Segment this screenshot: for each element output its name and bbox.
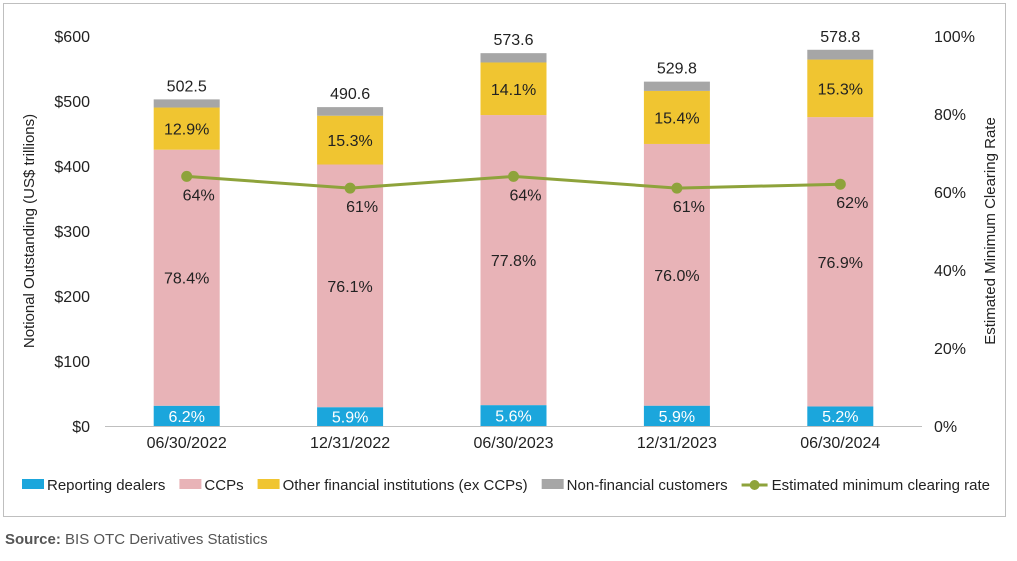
bar-segment-non-financial-customers [807,49,874,60]
bar-segment-ccps [807,117,874,407]
bar-total-label: 529.8 [657,61,697,78]
legend-swatch [179,479,202,489]
bar-segment-label: 76.0% [654,268,699,285]
bar-segment-label: 6.2% [168,409,204,426]
y-tick-label: $100 [54,354,90,371]
bar-segment-reporting-dealers [643,405,710,426]
legend-label: Reporting dealers [47,477,165,494]
bar-segment-reporting-dealers [317,407,384,426]
x-tick-label: 06/30/2024 [800,435,880,452]
y2-tick-label: 40% [934,263,966,280]
bar-segment-label: 12.9% [164,122,209,139]
legend-line-marker [749,480,760,490]
bar-total-label: 490.6 [330,86,370,103]
source-text: BIS OTC Derivatives Statistics [60,531,268,548]
legend-swatch [22,479,44,489]
bar-segment-label: 5.9% [659,409,695,426]
bar-segment-label: 15.4% [654,110,699,127]
x-tick-label: 06/30/2022 [147,435,227,452]
bar-segment-reporting-dealers [480,405,547,426]
bar-segment-label: 5.9% [332,410,368,427]
bar-segment-label: 15.3% [818,81,863,98]
y-tick-label: $300 [54,224,90,241]
bar-segment-ccps [317,164,384,408]
y2-tick-label: 20% [934,341,966,358]
bar-segment-other-financial-institutions-ex-ccps- [317,115,384,165]
clearing-rate-label: 61% [673,199,705,216]
y-tick-label: $500 [54,94,90,111]
clearing-rate-point [834,178,846,190]
y-tick-label: $400 [54,159,90,176]
bar-segment-non-financial-customers [317,107,384,116]
clearing-rate-label: 62% [836,195,868,212]
bar-total-label: 578.8 [820,29,860,46]
clearing-rate-point [671,182,683,194]
y-tick-label: $200 [54,289,90,306]
legend-label: Other financial institutions (ex CCPs) [283,477,528,494]
bar-total-label: 573.6 [493,32,533,49]
legend-label: CCPs [204,477,243,494]
y-tick-label: $600 [54,29,90,46]
clearing-rate-label: 64% [183,187,215,204]
bar-segment-non-financial-customers [153,99,220,108]
bar-segment-other-financial-institutions-ex-ccps- [480,62,547,116]
bar-segment-label: 78.4% [164,271,209,288]
bar-segment-other-financial-institutions-ex-ccps- [807,59,874,118]
y2-tick-label: 80% [934,107,966,124]
y-tick-label: $0 [72,419,90,436]
bar-segment-other-financial-institutions-ex-ccps- [153,107,220,150]
bar-segment-label: 76.9% [818,255,863,272]
bar-segment-ccps [480,115,547,406]
bar-segment-label: 5.2% [822,409,858,426]
clearing-rate-label: 64% [509,187,541,204]
bar-segment-non-financial-customers [643,81,710,91]
bar-segment-label: 5.6% [495,409,531,426]
legend-swatch [257,479,280,489]
x-tick-label: 12/31/2022 [310,435,390,452]
x-tick-label: 06/30/2023 [473,435,553,452]
source-label: Source: [5,531,61,548]
bar-segment-other-financial-institutions-ex-ccps- [643,90,710,144]
y-axis-title: Notional Outstanding (US$ trillions) [21,114,38,348]
y2-tick-label: 100% [934,29,975,46]
legend-label: Non-financial customers [567,477,728,494]
legend-swatch [541,479,564,489]
bar-segment-label: 77.8% [491,253,536,270]
legend-label: Estimated minimum clearing rate [772,477,990,494]
bar-segment-label: 76.1% [327,279,372,296]
bar-segment-label: 15.3% [327,133,372,150]
y2-tick-label: 60% [934,185,966,202]
bar-segment-non-financial-customers [480,53,547,63]
clearing-rate-label: 61% [346,199,378,216]
bar-segment-label: 14.1% [491,82,536,99]
x-tick-label: 12/31/2023 [637,435,717,452]
bar-total-label: 502.5 [167,78,207,95]
bar-segment-ccps [153,149,220,406]
clearing-rate-point [508,170,519,182]
bar-segment-reporting-dealers [807,406,874,426]
source-note: Source: BIS OTC Derivatives Statistics [5,531,268,548]
clearing-rate-point [344,182,356,194]
bar-segment-reporting-dealers [153,405,220,426]
chart-frame [3,3,1006,517]
y2-axis-title: Estimated Minimum Clearing Rate [982,117,999,345]
clearing-rate-point [181,170,193,182]
y2-tick-label: 0% [934,419,957,436]
